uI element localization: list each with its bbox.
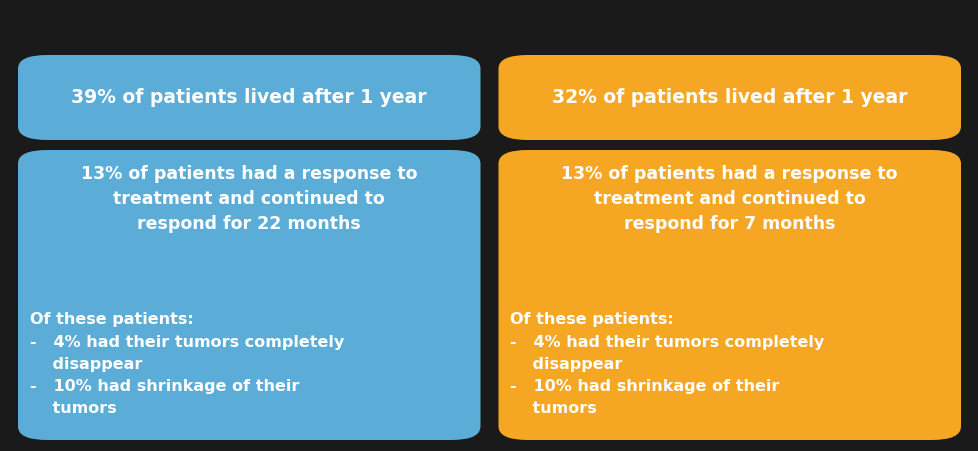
FancyBboxPatch shape (18, 55, 480, 140)
Text: Of these patients:
-   4% had their tumors completely
    disappear
-   10% had : Of these patients: - 4% had their tumors… (30, 313, 344, 416)
Text: 32% of patients lived after 1 year: 32% of patients lived after 1 year (552, 88, 907, 107)
Text: 39% of patients lived after 1 year: 39% of patients lived after 1 year (71, 88, 426, 107)
Text: 13% of patients had a response to
treatment and continued to
respond for 7 month: 13% of patients had a response to treatm… (561, 165, 897, 233)
FancyBboxPatch shape (18, 150, 480, 440)
FancyBboxPatch shape (498, 55, 960, 140)
FancyBboxPatch shape (498, 150, 960, 440)
Text: Of these patients:
-   4% had their tumors completely
    disappear
-   10% had : Of these patients: - 4% had their tumors… (510, 313, 823, 416)
Text: 13% of patients had a response to
treatment and continued to
respond for 22 mont: 13% of patients had a response to treatm… (81, 165, 417, 233)
